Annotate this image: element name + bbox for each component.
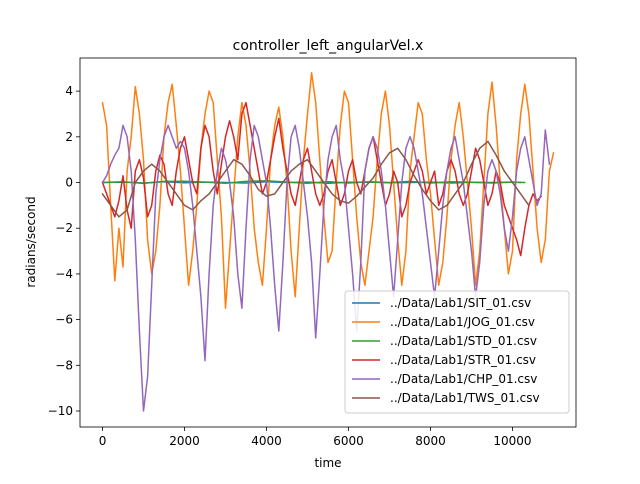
legend-label-6: ../Data/Lab1/TWS_01.csv — [390, 391, 540, 405]
series-line-3 — [101, 179, 526, 185]
x-tick-label: 0 — [99, 434, 107, 448]
series-line-2 — [101, 72, 555, 309]
x-tick-label: 4000 — [251, 434, 282, 448]
series-line-4 — [101, 101, 542, 257]
y-tick-label: 2 — [65, 130, 73, 144]
plot-area — [101, 72, 555, 412]
y-tick-label: −10 — [48, 404, 73, 418]
series-line-6 — [101, 140, 530, 218]
legend-label-4: ../Data/Lab1/STR_01.csv — [390, 353, 536, 367]
chart-title: controller_left_angularVel.x — [233, 38, 424, 54]
x-tick-label: 6000 — [333, 434, 364, 448]
y-tick-label: −6 — [55, 313, 73, 327]
legend-label-5: ../Data/Lab1/CHP_01.csv — [390, 372, 537, 386]
legend-label-1: ../Data/Lab1/SIT_01.csv — [390, 296, 531, 310]
legend-label-2: ../Data/Lab1/JOG_01.csv — [390, 315, 535, 329]
y-tick-label: −4 — [55, 267, 73, 281]
x-axis: 0 2000 4000 6000 8000 10000 — [99, 427, 532, 448]
y-tick-label: 0 — [65, 176, 73, 190]
y-axis-label: radians/second — [24, 196, 38, 287]
x-tick-label: 10000 — [493, 434, 531, 448]
y-tick-label: 4 — [65, 84, 73, 98]
y-axis: −10 −8 −6 −4 −2 0 2 4 — [48, 84, 80, 418]
x-tick-label: 2000 — [169, 434, 200, 448]
legend: ../Data/Lab1/SIT_01.csv ../Data/Lab1/JOG_… — [344, 290, 570, 414]
y-tick-label: −8 — [55, 358, 73, 372]
x-axis-label: time — [314, 456, 341, 470]
series-lines — [101, 72, 555, 412]
x-tick-label: 8000 — [415, 434, 446, 448]
axes-frame — [79, 57, 577, 428]
legend-label-3: ../Data/Lab1/STD_01.csv — [390, 334, 537, 348]
series-line-5 — [101, 124, 551, 412]
y-tick-label: −2 — [55, 221, 73, 235]
legend-box — [344, 290, 570, 414]
